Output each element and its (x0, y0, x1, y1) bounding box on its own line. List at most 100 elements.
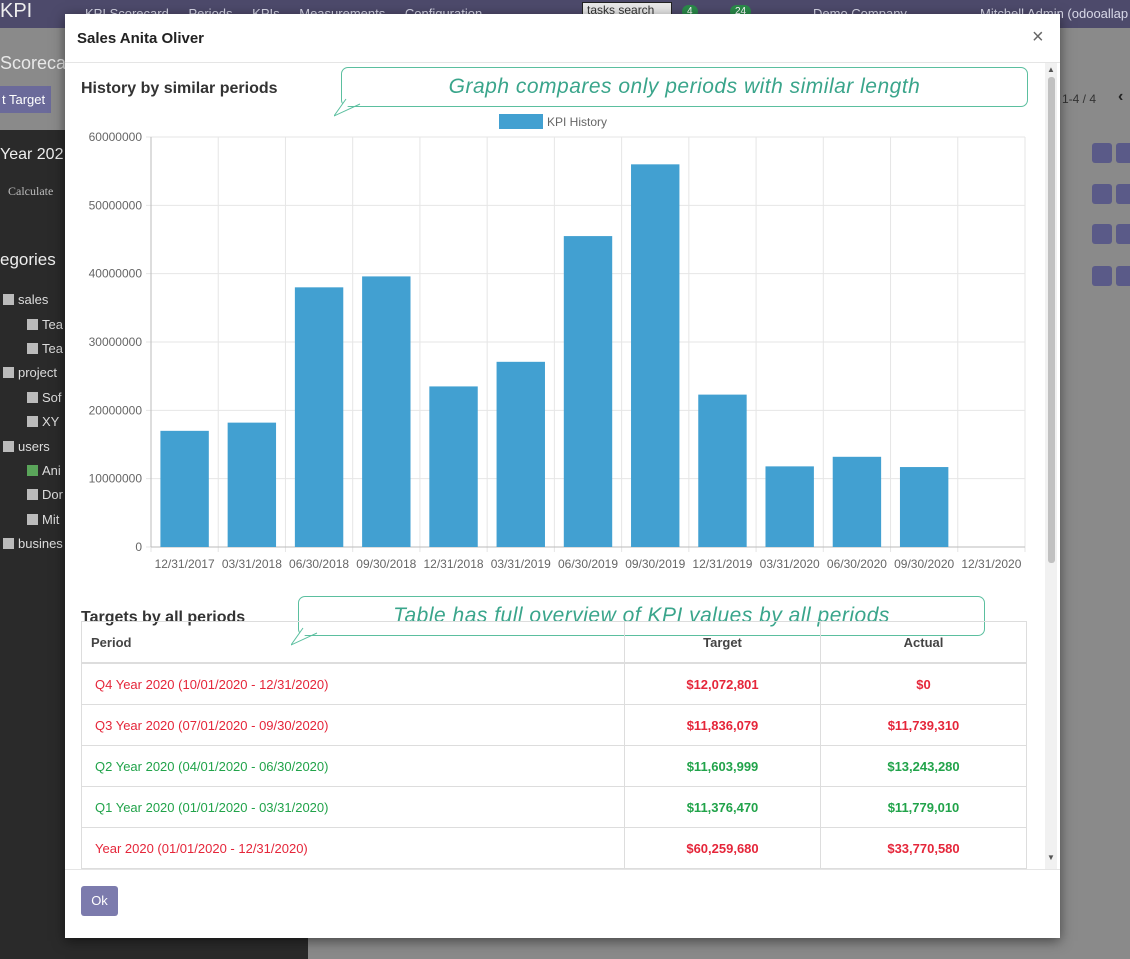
pager-value: 1-4 / 4 (1062, 92, 1097, 106)
chart-bar (362, 276, 411, 547)
period-cell: Q1 Year 2020 (01/01/2020 - 03/31/2020) (81, 786, 625, 828)
period-selector[interactable]: Year 202 (0, 146, 64, 163)
chart-icon[interactable] (1116, 143, 1130, 163)
target-cell: $12,072,801 (624, 662, 821, 705)
checkbox[interactable] (27, 319, 38, 330)
history-section-title: History by similar periods (81, 80, 278, 97)
checkbox[interactable] (3, 441, 14, 452)
scroll-up-icon[interactable]: ▲ (1047, 65, 1055, 74)
chart-bar (160, 430, 209, 547)
y-tick-label: 50000000 (89, 198, 143, 212)
set-target-button[interactable]: t Target (0, 86, 52, 113)
checked-checkbox[interactable] (27, 465, 38, 476)
target-cell: $11,603,999 (624, 745, 821, 787)
y-tick-label: 0 (135, 540, 142, 554)
checkbox[interactable] (27, 343, 38, 354)
table-row[interactable] (81, 868, 1027, 869)
table-row[interactable]: Q3 Year 2020 (07/01/2020 - 09/30/2020) $… (81, 704, 1027, 746)
edit-icon[interactable] (1092, 266, 1112, 286)
x-tick-label: 03/31/2019 (491, 557, 551, 571)
dialog-title: Sales Anita Oliver (77, 30, 205, 47)
checkbox[interactable] (27, 489, 38, 500)
scorecard-title: Scorecar (0, 53, 73, 73)
y-tick-label: 30000000 (89, 335, 143, 349)
pager-prev-icon[interactable]: ‹ (1118, 88, 1124, 105)
x-tick-label: 12/31/2020 (961, 557, 1021, 571)
chart-bar (429, 386, 478, 547)
y-tick-label: 40000000 (89, 267, 143, 281)
chart-bar (563, 236, 613, 548)
target-cell: $11,836,079 (624, 704, 821, 746)
y-tick-label: 20000000 (89, 403, 143, 417)
y-tick-label: 10000000 (89, 472, 143, 486)
chart-icon[interactable] (1116, 184, 1130, 204)
background-left-panel: Scorecar t Target Year 202 Calculate ego… (0, 28, 72, 959)
x-tick-label: 12/31/2019 (692, 557, 752, 571)
x-tick-label: 03/31/2020 (760, 557, 820, 571)
actual-cell: $0 (820, 662, 1027, 705)
x-tick-label: 09/30/2019 (625, 557, 685, 571)
tree-item[interactable]: busines (3, 536, 63, 551)
tree-item[interactable]: project (3, 365, 57, 380)
edit-icon[interactable] (1092, 224, 1112, 244)
x-tick-label: 03/31/2018 (222, 557, 282, 571)
dialog-body: History by similar periods 0 10000000 2000… (65, 63, 1060, 869)
y-tick-label: 60000000 (89, 130, 143, 144)
ok-button[interactable]: Ok (81, 886, 118, 916)
legend-swatch (499, 114, 543, 129)
tree-item[interactable]: Ani (27, 463, 61, 478)
edit-icon[interactable] (1092, 143, 1112, 163)
kpi-history-dialog: Sales Anita Oliver × History by similar … (65, 14, 1060, 938)
scroll-down-icon[interactable]: ▼ (1047, 853, 1055, 862)
calculate-button[interactable]: Calculate (8, 184, 54, 198)
chart-bar (294, 287, 344, 547)
tree-item[interactable]: Tea (27, 341, 63, 356)
x-tick-label: 09/30/2018 (356, 557, 416, 571)
checkbox[interactable] (3, 294, 14, 305)
app-brand[interactable]: KPI (0, 0, 33, 22)
table-row[interactable]: Q1 Year 2020 (01/01/2020 - 03/31/2020) $… (81, 786, 1027, 828)
tree-item[interactable]: Tea (27, 317, 63, 332)
legend-label: KPI History (547, 115, 607, 129)
tree-item[interactable]: XY (27, 414, 59, 429)
x-tick-label: 06/30/2018 (289, 557, 349, 571)
table-row[interactable]: Q2 Year 2020 (04/01/2020 - 06/30/2020) $… (81, 745, 1027, 787)
chart-bar (899, 467, 949, 547)
x-tick-label: 06/30/2019 (558, 557, 618, 571)
chart-icon[interactable] (1116, 224, 1130, 244)
checkbox[interactable] (27, 416, 38, 427)
checkbox[interactable] (3, 367, 14, 378)
actual-cell: $11,779,010 (820, 786, 1027, 828)
dialog-header: Sales Anita Oliver × (65, 14, 1060, 63)
period-cell: Year 2020 (01/01/2020 - 12/31/2020) (81, 827, 625, 869)
dialog-footer: Ok (65, 869, 1060, 939)
x-tick-label: 12/31/2018 (424, 557, 484, 571)
targets-table: Period Target Actual Q4 Year 2020 (10/01… (81, 621, 1027, 869)
chart-bar (698, 394, 747, 547)
chart-bar (631, 164, 680, 547)
table-row[interactable]: Q4 Year 2020 (10/01/2020 - 12/31/2020) $… (81, 662, 1027, 705)
tree-item[interactable]: Dor (27, 487, 63, 502)
edit-icon[interactable] (1092, 184, 1112, 204)
tree-item[interactable]: sales (3, 292, 48, 307)
table-row[interactable]: Year 2020 (01/01/2020 - 12/31/2020) $60,… (81, 827, 1027, 869)
scrollbar-thumb[interactable] (1048, 77, 1055, 563)
checkbox[interactable] (3, 538, 14, 549)
period-cell: Q3 Year 2020 (07/01/2020 - 09/30/2020) (81, 704, 625, 746)
tree-item[interactable]: users (3, 439, 50, 454)
graph-callout: Graph compares only periods with similar… (334, 67, 1028, 117)
actual-cell: $11,739,310 (820, 704, 1027, 746)
table-header-row: Period Target Actual (81, 621, 1027, 664)
chart-icon[interactable] (1116, 266, 1130, 286)
x-tick-label: 12/31/2017 (155, 557, 215, 571)
categories-heading: egories (0, 250, 56, 269)
checkbox[interactable] (27, 392, 38, 403)
dialog-scrollbar[interactable]: ▲ ▼ (1045, 63, 1057, 869)
chart-bar (832, 456, 882, 547)
checkbox[interactable] (27, 514, 38, 525)
tree-item[interactable]: Sof (27, 390, 62, 405)
close-icon[interactable]: × (1032, 26, 1044, 48)
tree-item[interactable]: Mit (27, 512, 59, 527)
kpi-history-chart: 0 10000000 20000000 30000000 40000000 5000000… (89, 114, 1026, 571)
graph-callout-text: Graph compares only periods with similar… (448, 75, 921, 98)
